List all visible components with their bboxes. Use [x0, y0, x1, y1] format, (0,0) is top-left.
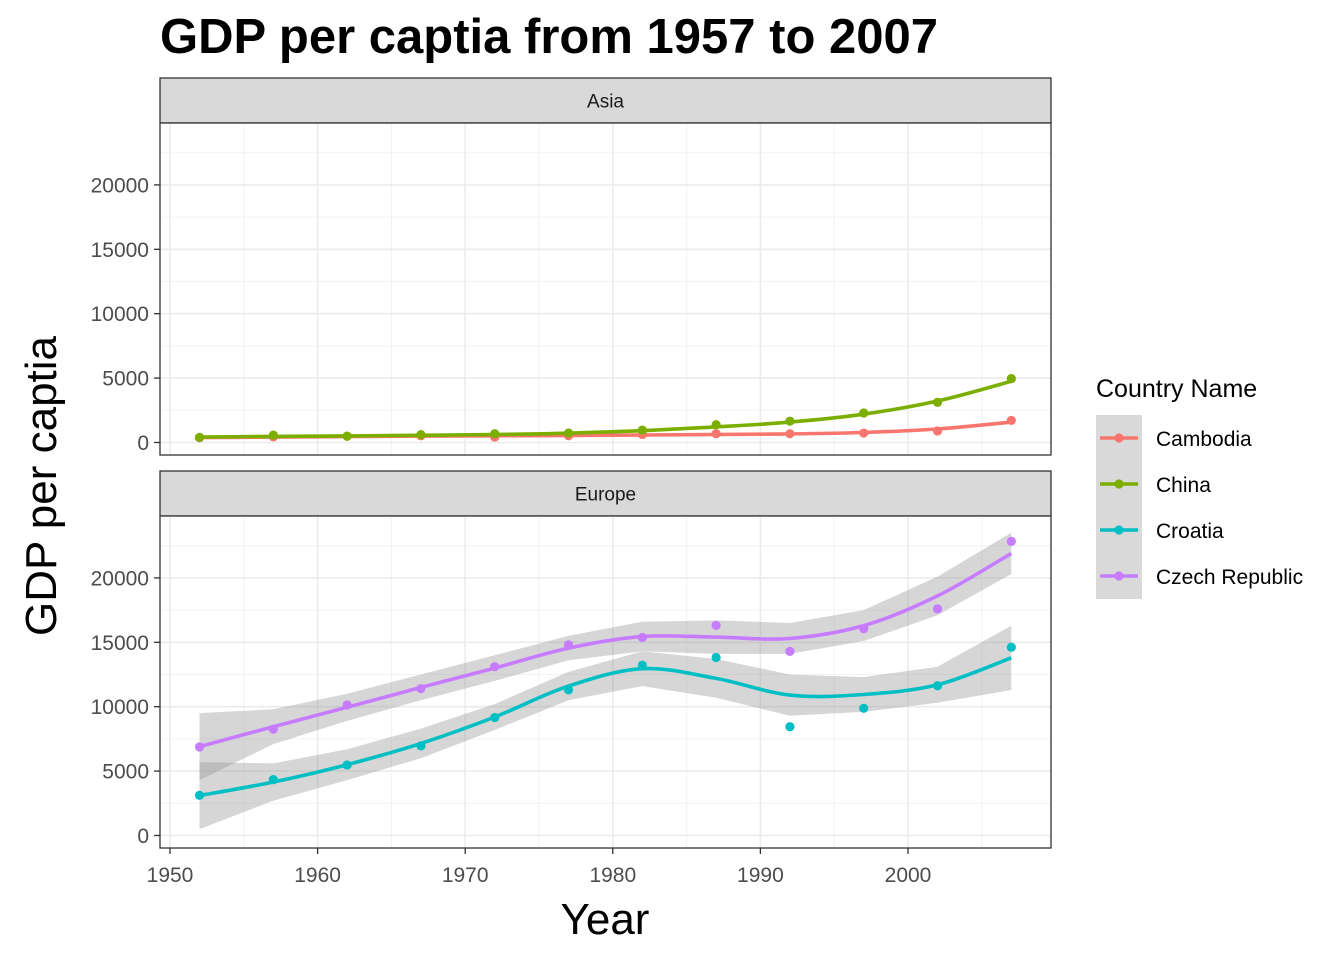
confidence-band-croatia [199, 625, 1012, 830]
data-point-croatia [1006, 642, 1016, 652]
panel-background [160, 516, 1051, 848]
facet-strip [159, 470, 1052, 517]
facet-panel-asia: Asia 0 5000 10000 15000 20000 [91, 77, 1052, 456]
legend-key-point [1114, 433, 1124, 443]
legend-item-croatia: Croatia [1100, 520, 1224, 543]
data-point-croatia [785, 722, 795, 732]
x-axis-label: Year [561, 895, 650, 944]
data-point-czech-republic [1006, 536, 1016, 547]
data-point-czech-republic [711, 620, 721, 631]
x-tick-label: 2000 [885, 864, 932, 887]
data-point-czech-republic [785, 646, 795, 656]
legend-label: Cambodia [1156, 428, 1252, 451]
y-tick-label: 5000 [102, 761, 149, 784]
data-point-croatia [859, 703, 869, 713]
legend-key-point [1114, 571, 1124, 581]
y-tick-label: 5000 [102, 368, 149, 391]
smooth-line-china [199, 379, 1012, 439]
legend-label: Czech Republic [1156, 566, 1303, 589]
smooth-line-croatia [199, 656, 1012, 798]
x-tick-label: 1950 [147, 864, 194, 887]
smooth-line-czech-republic [199, 551, 1013, 749]
facet-strip [159, 77, 1052, 124]
facet-panels: Asia 0 5000 10000 15000 20000 Europe 0 5000 10000… [91, 77, 1052, 849]
facet-panel-europe: Europe 0 5000 10000 15000 20000 [91, 470, 1052, 849]
legend-key-point [1114, 479, 1124, 489]
y-tick-label: 20000 [91, 174, 149, 197]
legend-label: China [1156, 474, 1211, 497]
facet-strip-label: Europe [575, 485, 636, 506]
legend-item-china: China [1100, 474, 1211, 497]
legend-title: Country Name [1096, 375, 1257, 403]
data-point-croatia [711, 652, 721, 663]
x-tick-label: 1990 [737, 864, 784, 887]
legend-label: Croatia [1156, 520, 1224, 543]
y-tick-label: 15000 [91, 239, 149, 262]
x-tick-label: 1970 [442, 864, 489, 887]
facet-strip-label: Asia [587, 92, 624, 113]
y-tick-label: 0 [137, 825, 149, 848]
y-axis-label: GDP per captia [17, 335, 66, 636]
x-tick-label: 1960 [294, 864, 341, 887]
legend-key-point [1114, 525, 1124, 535]
legend: Country Name Cambodia China Croatia Czech R… [1096, 375, 1303, 599]
y-tick-label: 0 [137, 432, 149, 455]
y-tick-label: 15000 [91, 632, 149, 655]
legend-key-background [1096, 415, 1142, 599]
y-tick-label: 20000 [91, 567, 149, 590]
panel-background [160, 123, 1051, 455]
panel-border [159, 122, 1052, 456]
y-tick-label: 10000 [91, 303, 149, 326]
legend-item-czech-republic: Czech Republic [1100, 566, 1303, 589]
y-tick-label: 10000 [91, 696, 149, 719]
x-tick-label: 1980 [589, 864, 636, 887]
legend-item-cambodia: Cambodia [1100, 428, 1252, 451]
data-point-czech-republic [932, 604, 943, 614]
panel-border [159, 515, 1052, 849]
chart-title: GDP per captia from 1957 to 2007 [160, 10, 938, 64]
x-axis: 1950 1960 1970 1980 1990 2000 [147, 848, 932, 887]
